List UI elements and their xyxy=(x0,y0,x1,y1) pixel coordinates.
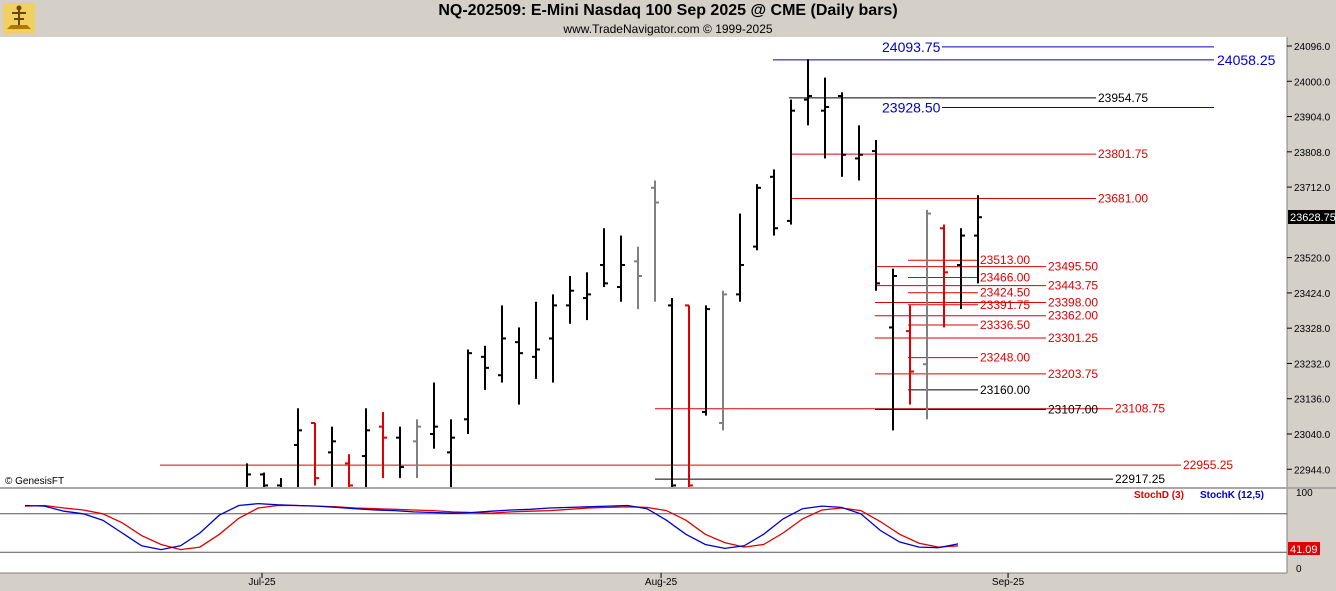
stoch-k-line xyxy=(24,502,959,551)
price-axis-ticks: 24096.0 24000.0 23904.0 23808.0 23712.0 23520… xyxy=(1287,42,1331,476)
price-level-label: 23107.00 xyxy=(1048,402,1098,416)
price-axis-label: 23808.0 xyxy=(1294,148,1331,159)
price-levels: 24093.75 24058.25 23954.75 23928.50 23801.75… xyxy=(160,39,1276,486)
stoch-k-legend: StochK (12,5) xyxy=(1200,490,1264,501)
price-level-label: 23424.50 xyxy=(980,286,1030,300)
price-level-label: 23203.75 xyxy=(1048,367,1098,381)
trade-navigator-logo-icon xyxy=(3,3,35,34)
stochastic-pane-background xyxy=(0,489,1287,573)
price-level-label: 23398.00 xyxy=(1048,295,1098,309)
stoch-d-line xyxy=(24,504,959,551)
price-level-label: 23495.50 xyxy=(1048,260,1098,274)
chart-header: NQ-202509: E-Mini Nasdaq 100 Sep 2025 @ … xyxy=(0,0,1336,37)
stoch-last-badge xyxy=(1288,542,1320,555)
price-level-label: 23301.25 xyxy=(1048,331,1098,345)
stoch-axis-label-top: 100 xyxy=(1296,488,1313,499)
price-level-label: 23391.75 xyxy=(980,298,1030,312)
last-price-label: 23628.75 xyxy=(1290,212,1336,224)
price-pane-background xyxy=(0,37,1287,487)
time-axis-ticks: Jul-25 Aug-25 Sep-25 xyxy=(248,573,1025,588)
data-credit: © GenesisFT xyxy=(5,476,64,487)
price-level-label: 24093.75 xyxy=(882,39,941,55)
price-axis-label: 23904.0 xyxy=(1294,113,1331,124)
price-axis-label: 23520.0 xyxy=(1294,254,1331,265)
last-price-badge xyxy=(1288,210,1335,224)
price-axis-label: 23712.0 xyxy=(1294,183,1331,194)
price-axis-label: 23040.0 xyxy=(1294,430,1331,441)
price-axis-background xyxy=(1287,37,1336,487)
stoch-last-value: 41.09 xyxy=(1290,544,1318,556)
price-level-label: 23928.50 xyxy=(882,100,941,116)
price-level-label: 23108.75 xyxy=(1115,402,1165,416)
price-level-label: 22917.25 xyxy=(1115,472,1165,486)
time-axis-label: Sep-25 xyxy=(992,577,1025,588)
chart-subtitle: www.TradeNavigator.com © 1999-2025 xyxy=(563,22,773,36)
price-level-label: 23681.00 xyxy=(1098,191,1148,205)
time-axis-label: Jul-25 xyxy=(248,577,276,588)
price-axis-label: 22944.0 xyxy=(1294,465,1331,476)
price-axis-label: 23232.0 xyxy=(1294,359,1331,370)
time-axis-label: Aug-25 xyxy=(645,577,678,588)
stoch-d-legend: StochD (3) xyxy=(1134,490,1184,501)
price-axis-label: 24000.0 xyxy=(1294,77,1331,88)
price-level-label: 23954.75 xyxy=(1098,91,1148,105)
price-level-label: 22955.25 xyxy=(1183,458,1233,472)
price-level-label: 23336.50 xyxy=(980,318,1030,332)
price-level-label: 23801.75 xyxy=(1098,147,1148,161)
price-level-label: 23362.00 xyxy=(1048,309,1098,323)
price-level-label: 23466.00 xyxy=(980,270,1030,284)
price-level-label: 23160.00 xyxy=(980,383,1030,397)
price-axis-label: 23424.0 xyxy=(1294,289,1331,300)
price-axis-label: 23328.0 xyxy=(1294,324,1331,335)
price-bars xyxy=(246,59,982,487)
chart-title: NQ-202509: E-Mini Nasdaq 100 Sep 2025 @ … xyxy=(438,2,898,19)
price-level-label: 23248.00 xyxy=(980,351,1030,365)
stoch-axis-label-bottom: 0 xyxy=(1296,564,1302,575)
price-level-label: 24058.25 xyxy=(1217,52,1276,68)
stochastic-indicator xyxy=(0,502,1287,553)
price-level-label: 23443.75 xyxy=(1048,279,1098,293)
price-axis-label: 24096.0 xyxy=(1294,42,1331,53)
price-level-label: 23513.00 xyxy=(980,253,1030,267)
price-axis-label: 23136.0 xyxy=(1294,395,1331,406)
